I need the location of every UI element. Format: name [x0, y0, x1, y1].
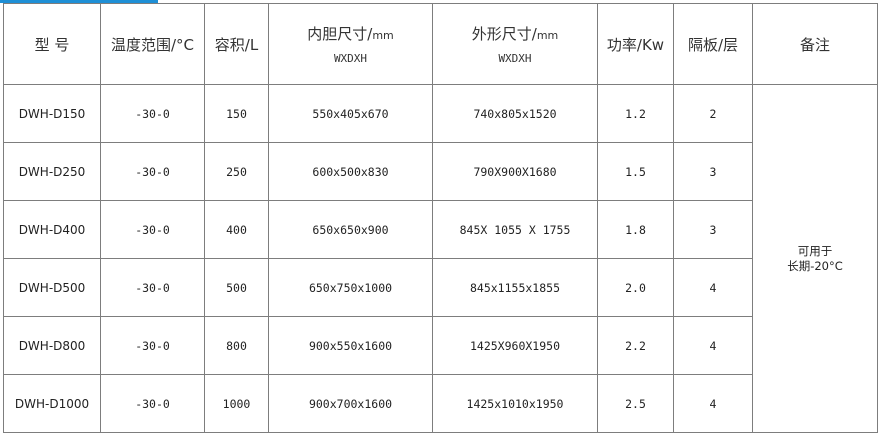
col-outer: 外形尺寸/mm WXDXH — [432, 3, 598, 85]
col-outer-label: 外形尺寸/ — [471, 25, 537, 43]
cell-power: 1.2 — [597, 84, 674, 143]
cell-outer: 790X900X1680 — [432, 142, 598, 201]
cell-outer: 1425X960X1950 — [432, 316, 598, 375]
cell-volume: 1000 — [204, 374, 269, 433]
cell-power: 1.8 — [597, 200, 674, 259]
cell-model: DWH-D1000 — [3, 374, 101, 433]
cell-power: 2.5 — [597, 374, 674, 433]
cell-temp: -30-0 — [100, 84, 205, 143]
cell-inner: 650x750x1000 — [268, 258, 433, 317]
cell-temp: -30-0 — [100, 258, 205, 317]
cell-temp: -30-0 — [100, 142, 205, 201]
cell-temp: -30-0 — [100, 200, 205, 259]
cell-volume: 500 — [204, 258, 269, 317]
table-row: DWH-D250 -30-0 250 600x500x830 790X900X1680 1… — [3, 142, 878, 201]
cell-volume: 250 — [204, 142, 269, 201]
col-inner-unit: mm — [372, 29, 394, 42]
cell-shelves: 4 — [673, 374, 753, 433]
cell-inner: 650x650x900 — [268, 200, 433, 259]
table-row: DWH-D1000 -30-0 1000 900x700x1600 1425x1010x… — [3, 374, 878, 433]
cell-shelves: 4 — [673, 316, 753, 375]
col-note: 备注 — [752, 3, 878, 85]
cell-model: DWH-D150 — [3, 84, 101, 143]
cell-outer: 1425x1010x1950 — [432, 374, 598, 433]
table-row: DWH-D500 -30-0 500 650x750x1000 845x1155x185… — [3, 258, 878, 317]
col-outer-sub: WXDXH — [498, 52, 532, 65]
cell-model: DWH-D400 — [3, 200, 101, 259]
header-row: 型 号 温度范围/°C 容积/L 内胆尺寸/mm WXDXH 外形尺寸/mm WXD… — [3, 3, 878, 85]
cell-volume: 400 — [204, 200, 269, 259]
cell-outer: 845X 1055 X 1755 — [432, 200, 598, 259]
col-inner-label: 内胆尺寸/ — [307, 25, 373, 43]
table-row: DWH-D400 -30-0 400 650x650x900 845X 1055 X 1… — [3, 200, 878, 259]
cell-note: 可用于 长期-20°C — [752, 84, 878, 433]
cell-model: DWH-D500 — [3, 258, 101, 317]
col-model: 型 号 — [3, 3, 101, 85]
table-row: DWH-D150 -30-0 150 550x405x670 740x805x1520 1… — [3, 84, 878, 433]
cell-outer: 845x1155x1855 — [432, 258, 598, 317]
cell-volume: 800 — [204, 316, 269, 375]
col-power: 功率/Kw — [597, 3, 674, 85]
col-temp: 温度范围/°C — [100, 3, 205, 85]
cell-inner: 900x550x1600 — [268, 316, 433, 375]
header-accent-tab — [0, 0, 158, 3]
cell-temp: -30-0 — [100, 316, 205, 375]
spec-table: 型 号 温度范围/°C 容积/L 内胆尺寸/mm WXDXH 外形尺寸/mm WXD… — [3, 3, 878, 433]
cell-shelves: 3 — [673, 200, 753, 259]
cell-shelves: 2 — [673, 84, 753, 143]
col-volume: 容积/L — [204, 3, 269, 85]
cell-inner: 900x700x1600 — [268, 374, 433, 433]
cell-temp: -30-0 — [100, 374, 205, 433]
col-shelves: 隔板/层 — [673, 3, 753, 85]
cell-power: 1.5 — [597, 142, 674, 201]
col-inner-sub: WXDXH — [333, 52, 368, 65]
cell-model: DWH-D800 — [3, 316, 101, 375]
cell-shelves: 3 — [673, 142, 753, 201]
note-line2: 长期-20°C — [787, 258, 843, 273]
col-outer-unit: mm — [536, 29, 559, 42]
cell-model: DWH-D250 — [3, 142, 101, 201]
cell-outer: 740x805x1520 — [432, 84, 598, 143]
cell-power: 2.0 — [597, 258, 674, 317]
note-line1: 可用于 — [797, 243, 833, 258]
col-inner: 内胆尺寸/mm WXDXH — [268, 3, 433, 85]
cell-power: 2.2 — [597, 316, 674, 375]
cell-inner: 550x405x670 — [268, 84, 433, 143]
cell-inner: 600x500x830 — [268, 142, 433, 201]
cell-volume: 150 — [204, 84, 269, 143]
cell-shelves: 4 — [673, 258, 753, 317]
table-row: DWH-D800 -30-0 800 900x550x1600 1425X960X195… — [3, 316, 878, 375]
